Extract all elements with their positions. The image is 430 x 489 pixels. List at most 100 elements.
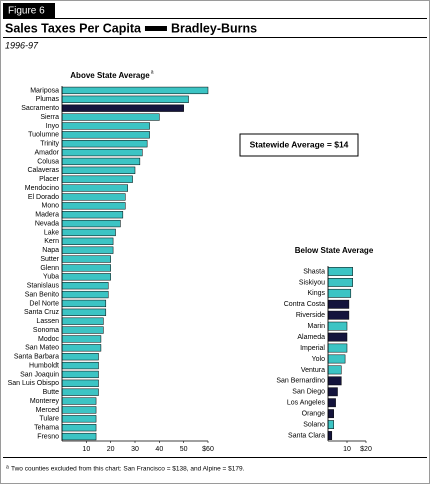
bar (61, 255, 111, 263)
bar (61, 86, 209, 95)
category-label: Butte (43, 389, 59, 396)
bar (327, 409, 334, 419)
category-label: Kings (307, 290, 325, 297)
category-label: Inyo (46, 123, 59, 130)
category-label: Yolo (312, 356, 325, 363)
category-label: Amador (34, 149, 59, 156)
category-label: Solano (303, 421, 325, 428)
bar (327, 420, 334, 429)
callout-box (239, 133, 359, 157)
panel-title: Below State Average (295, 246, 374, 255)
category-label: Monterey (30, 398, 60, 405)
footnote-marker: a (6, 464, 9, 470)
category-label: San Joaquin (20, 371, 59, 378)
bar (61, 317, 104, 325)
panel-title-marker: a (151, 69, 154, 75)
bar (327, 321, 348, 331)
bar (61, 184, 128, 192)
category-label: Ventura (301, 367, 325, 374)
category-label: Humboldt (29, 362, 59, 369)
bar (327, 332, 348, 342)
bar (61, 211, 124, 219)
bar (61, 282, 109, 290)
category-label: Sacramento (21, 105, 59, 112)
bar (327, 288, 352, 298)
bar (327, 376, 342, 386)
bar (61, 148, 143, 157)
category-label: Tulare (39, 416, 59, 423)
category-label: San Mateo (25, 345, 59, 352)
category-label: Lake (44, 229, 59, 236)
bar (61, 237, 114, 245)
category-label: Colusa (37, 158, 59, 165)
category-label: Riverside (296, 312, 325, 319)
bar (327, 354, 346, 364)
bar (61, 202, 126, 210)
category-label: Stanislaus (27, 283, 60, 290)
bar (61, 228, 116, 237)
bar (61, 299, 107, 308)
bar (61, 335, 102, 343)
bar (61, 353, 99, 361)
x-tick-label: 50 (180, 446, 188, 453)
bar (61, 344, 102, 352)
bar (327, 365, 342, 375)
footnote: Two counties excluded from this chart: S… (11, 466, 245, 473)
bar (61, 370, 99, 379)
category-label: Calaveras (27, 167, 59, 174)
figure-badge (3, 3, 55, 18)
category-label: San Luis Obispo (8, 380, 59, 387)
category-label: Sonoma (33, 327, 59, 334)
bar (61, 104, 184, 112)
category-label: Santa Barbara (14, 354, 59, 361)
category-label: Marin (307, 323, 325, 330)
bar (61, 406, 97, 414)
panel-title: Above State Average (70, 71, 150, 80)
category-label: Orange (302, 411, 325, 418)
bar (61, 157, 141, 166)
bar (327, 343, 348, 353)
x-tick-label: 10 (343, 446, 351, 453)
bar (61, 379, 99, 387)
category-label: San Diego (292, 389, 325, 396)
bar (61, 166, 136, 174)
bar (61, 273, 111, 281)
title: Sales Taxes Per Capita (5, 21, 142, 35)
bar (61, 361, 99, 370)
figure-label: Figure 6 (8, 6, 45, 17)
bar (327, 387, 338, 397)
category-label: Nevada (35, 220, 59, 227)
category-label: El Dorado (28, 194, 59, 201)
bar (61, 175, 133, 183)
category-label: Lassen (36, 318, 59, 325)
bar (327, 299, 350, 309)
category-label: Sierra (40, 114, 59, 121)
bar (327, 431, 333, 440)
bar (61, 95, 189, 103)
x-tick-label: 10 (82, 446, 90, 453)
x-tick-label: $20 (360, 446, 372, 453)
x-tick-label: 20 (107, 446, 115, 453)
category-label: Mono (41, 203, 59, 210)
category-label: Santa Clara (288, 432, 325, 439)
category-label: Plumas (36, 96, 60, 103)
x-tick-label: 40 (155, 446, 163, 453)
category-label: Kern (44, 238, 59, 245)
category-label: Alameda (297, 334, 325, 341)
category-label: Madera (35, 212, 59, 219)
category-label: Mendocino (25, 185, 59, 192)
bar (327, 267, 353, 276)
bar (327, 398, 336, 408)
subtitle: 1996-97 (5, 40, 39, 50)
category-label: Placer (39, 176, 60, 183)
bar (327, 278, 353, 287)
bar (61, 308, 107, 316)
callout: Statewide Average = $14 (250, 139, 349, 149)
bar (61, 432, 97, 441)
bar (61, 424, 97, 432)
category-label: Yuba (43, 274, 59, 281)
title-suffix: Bradley-Burns (171, 21, 257, 35)
bar (327, 310, 350, 320)
category-label: Contra Costa (284, 301, 325, 308)
